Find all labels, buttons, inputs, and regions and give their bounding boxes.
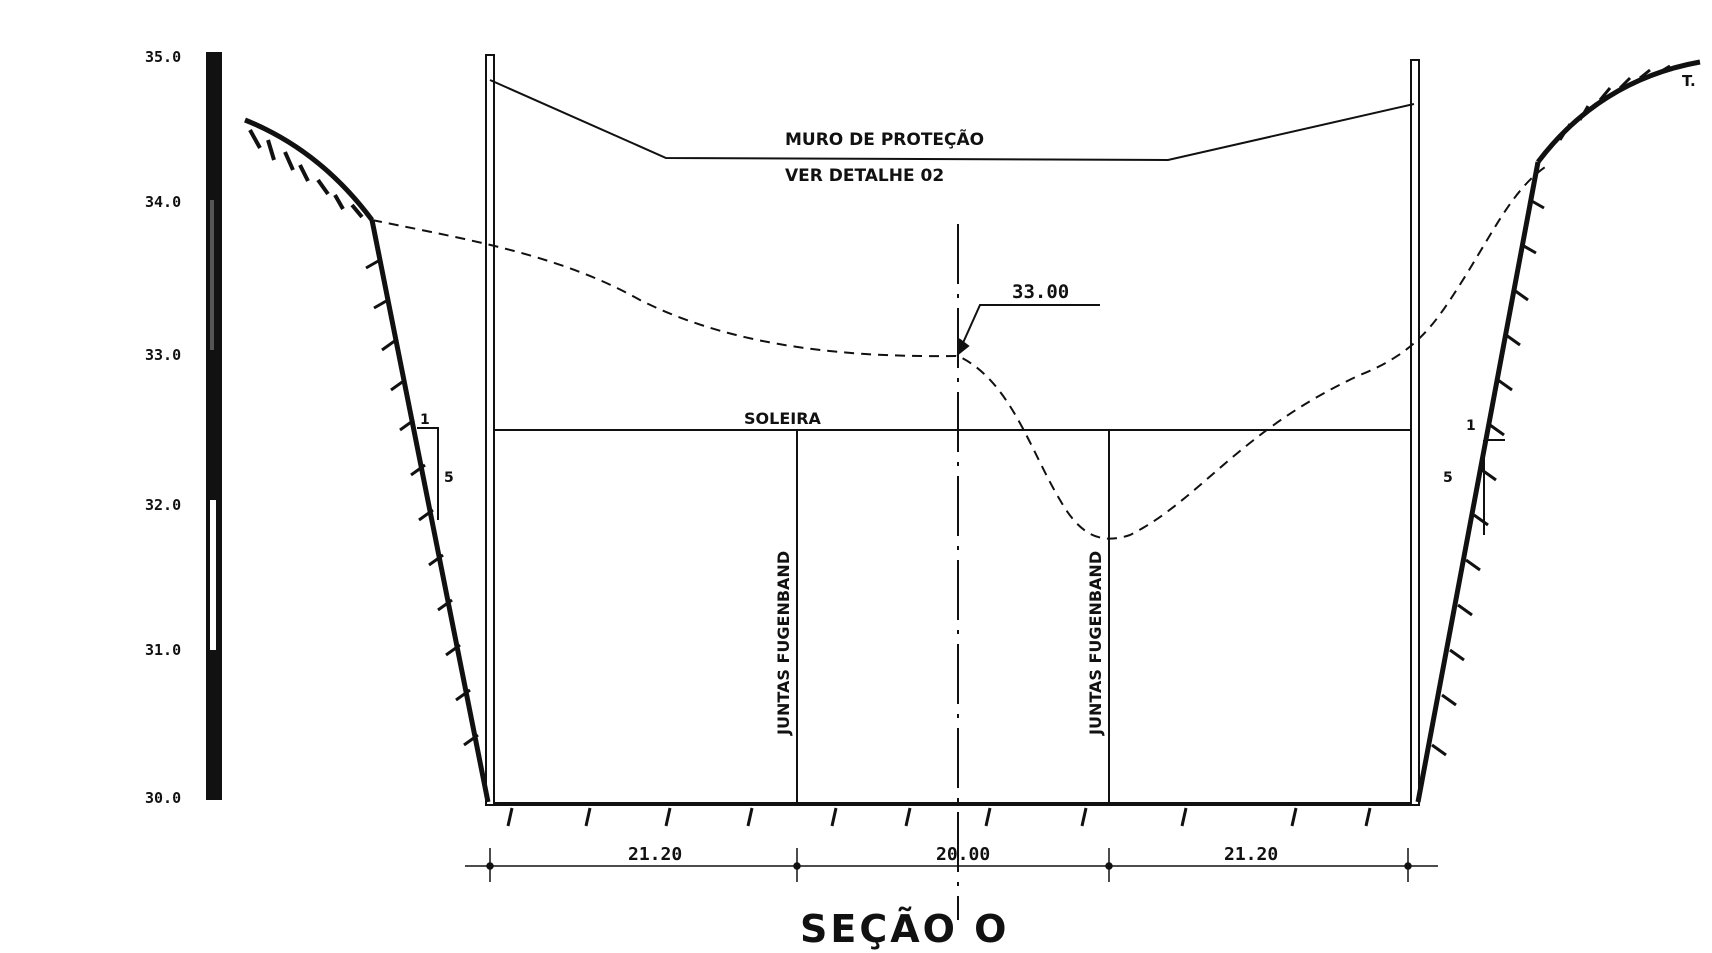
slope-right-rise: 1 [1466,418,1476,434]
slope-right-run: 5 [1443,470,1453,486]
slope-left-run: 5 [444,470,454,486]
scale-label-35: 35.0 [145,48,181,66]
scale-label-33: 33.0 [145,346,181,364]
soleira-box [494,429,1411,806]
scale-label-31: 31.0 [145,641,181,659]
scale-label-30: 30.0 [145,789,181,807]
scale-label-34: 34.0 [145,193,181,211]
terrain-profile [371,164,1549,540]
elevation-scale: 35.0 34.0 33.0 32.0 31.0 30.0 [145,48,222,807]
corner-label: T. [1682,72,1696,90]
dim-center: 20.00 [936,844,990,865]
joint-label-left: JUNTAS FUGENBAND [774,551,793,736]
muro-label: MURO DE PROTEÇÃO [785,127,984,150]
scale-label-32: 32.0 [145,496,181,514]
dimension-line [465,848,1438,882]
level-leader [956,304,1100,357]
joint-label-right: JUNTAS FUGENBAND [1086,551,1105,736]
dim-right: 21.20 [1224,844,1278,865]
level-label: 33.00 [1012,281,1069,303]
left-bank [244,117,491,803]
dim-left: 21.20 [628,844,682,865]
bottom-anchors [506,807,1372,827]
detalhe-label: VER DETALHE 02 [785,166,944,186]
protection-wall-line [489,79,1415,162]
right-bank [1415,59,1701,803]
section-title: SEÇÃO O [800,907,1009,951]
slope-left-rise: 1 [420,412,430,428]
soleira-label: SOLEIRA [744,409,822,428]
